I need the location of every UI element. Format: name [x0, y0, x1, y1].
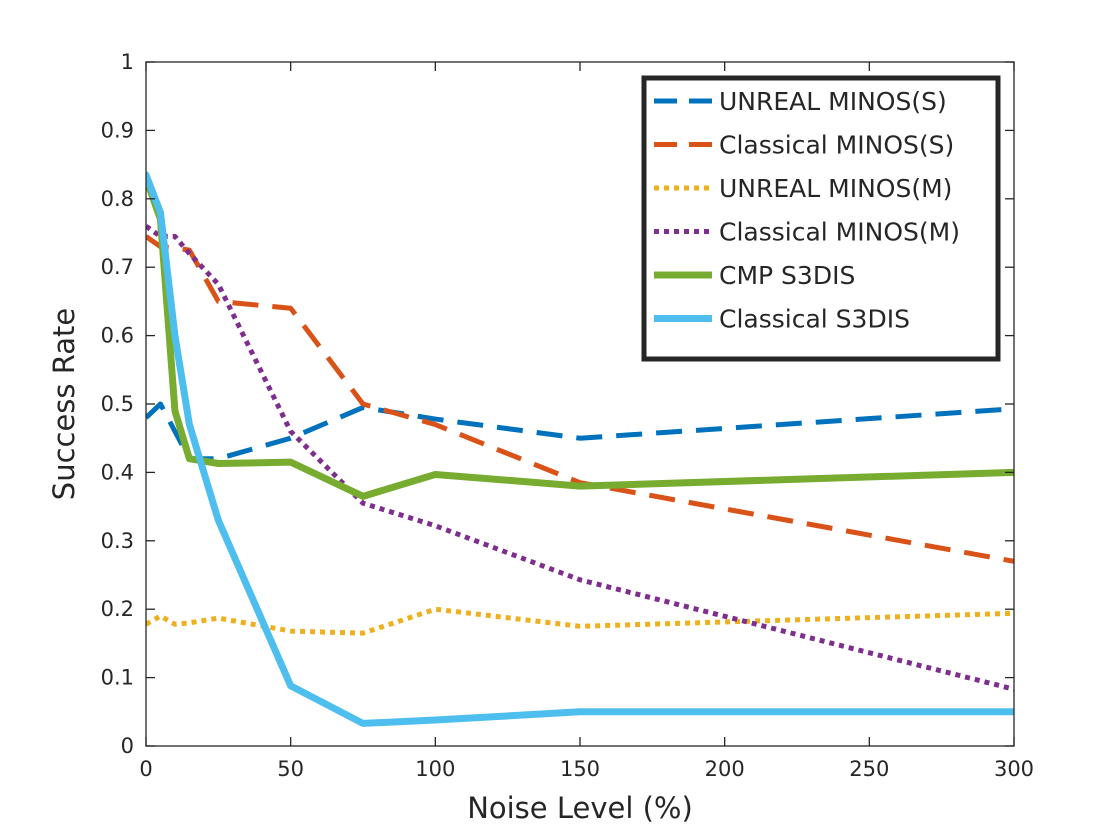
series-line-5 — [146, 174, 1014, 500]
y-tick-label: 0.2 — [101, 597, 134, 621]
legend-label-5: CMP S3DIS — [719, 261, 855, 290]
x-tick-label: 150 — [560, 757, 600, 781]
y-tick-label: 0.5 — [101, 392, 134, 416]
x-tick-label: 0 — [139, 757, 152, 781]
x-tick-label: 200 — [705, 757, 745, 781]
series-line-1 — [146, 401, 1014, 462]
y-axis-title: Success Rate — [47, 308, 81, 500]
y-tick-label: 0.1 — [101, 666, 134, 690]
legend-label-1: UNREAL MINOS(S) — [719, 87, 947, 116]
y-tick-label: 0 — [121, 734, 134, 758]
series-line-4 — [146, 224, 1014, 692]
x-tick-label: 250 — [849, 757, 889, 781]
legend-label-4: Classical MINOS(M) — [719, 218, 960, 247]
legend-box — [641, 75, 1001, 362]
y-tick-label: 0.8 — [101, 187, 134, 211]
y-tick-label: 1 — [121, 50, 134, 74]
x-tick-label: 50 — [277, 757, 304, 781]
legend-label-2: Classical MINOS(S) — [719, 131, 954, 160]
series-line-6 — [146, 171, 1014, 727]
x-tick-label: 100 — [415, 757, 455, 781]
y-tick-label: 0.3 — [101, 529, 134, 553]
legend-label-3: UNREAL MINOS(M) — [719, 174, 952, 203]
series-line-3 — [146, 606, 1014, 636]
y-tick-label: 0.7 — [101, 255, 134, 279]
x-axis-title: Noise Level (%) — [467, 791, 693, 825]
legend: UNREAL MINOS(S) Classical MINOS(S) UNREAL … — [641, 75, 1001, 362]
y-tick-label: 0.9 — [101, 118, 134, 142]
y-tick-label: 0.4 — [101, 460, 134, 484]
x-tick-label: 300 — [994, 757, 1034, 781]
y-tick-label: 0.6 — [101, 324, 134, 348]
legend-label-6: Classical S3DIS — [719, 305, 910, 334]
